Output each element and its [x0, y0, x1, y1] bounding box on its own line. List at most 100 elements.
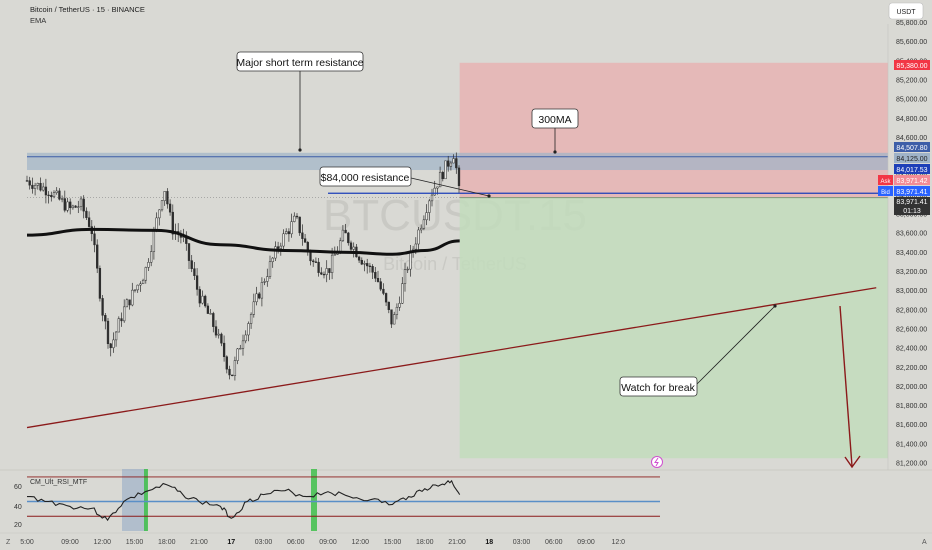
timezone-icon[interactable]: Z	[6, 539, 11, 546]
candle	[160, 200, 164, 212]
time-axis[interactable]: 5:00 09:00 12:00 15:00 18:00 21:00 17 03:00 06:0…	[20, 539, 625, 546]
candle	[44, 178, 48, 204]
candle	[312, 258, 315, 267]
candle	[347, 231, 350, 246]
rsi-indicator-name[interactable]: CM_Ult_RSI_MTF	[30, 479, 87, 486]
indicator-ema-label[interactable]: EMA	[30, 16, 46, 25]
price-tick-label: 83,000.00	[896, 288, 927, 295]
symbol-title[interactable]: Bitcoin / TetherUS · 15 · BINANCE	[30, 5, 145, 14]
time-tick-label: 12:00	[351, 539, 369, 546]
candle	[39, 177, 42, 192]
rsi-pane[interactable]: CM_Ult_RSI_MTF 60 40 20	[14, 469, 660, 531]
candle	[69, 198, 72, 215]
candle	[28, 176, 31, 190]
last-price-tag	[894, 197, 930, 215]
resistance-zone[interactable]	[27, 152, 888, 171]
candle	[422, 215, 426, 231]
candle	[198, 286, 201, 308]
candle	[295, 213, 299, 220]
candle	[420, 224, 423, 234]
time-tick-label: 03:00	[513, 539, 531, 546]
stop-loss-zone[interactable]	[459, 62, 888, 198]
candle	[209, 308, 212, 315]
candle	[425, 204, 428, 226]
price-tick-label: 85,200.00	[896, 78, 927, 85]
candle	[285, 228, 288, 235]
candle	[282, 229, 285, 251]
candle	[85, 207, 88, 221]
candle	[112, 332, 115, 353]
annotation-84000[interactable]: $84,000 resistance	[319, 166, 412, 187]
candle	[150, 245, 153, 267]
candle	[328, 268, 331, 280]
break-arrow	[839, 305, 853, 467]
time-tick-label: 18	[485, 539, 493, 546]
level-label-leader	[410, 177, 490, 197]
break-arrow-head	[844, 455, 861, 469]
time-tick-label: 15:00	[384, 539, 402, 546]
ma300-line	[26, 227, 460, 256]
auto-scale-icon[interactable]: A	[922, 539, 927, 546]
candle	[395, 303, 399, 320]
candle	[371, 264, 374, 280]
candle	[290, 213, 293, 238]
candle	[206, 303, 210, 314]
alert-icon[interactable]	[651, 456, 663, 468]
candle	[187, 242, 191, 270]
candle	[133, 289, 137, 293]
candle	[228, 365, 231, 380]
candle	[287, 228, 291, 242]
candle	[403, 262, 407, 292]
ask-tag-label: Ask	[880, 179, 891, 185]
candle	[244, 330, 247, 344]
candle	[401, 277, 404, 304]
price-tick-label: 82,000.00	[896, 384, 927, 391]
annotation-ma[interactable]: 300MA	[531, 108, 579, 129]
price-tick-label: 82,800.00	[896, 307, 927, 314]
candle	[428, 198, 431, 221]
currency-button[interactable]: USDT	[888, 2, 924, 20]
annotation-resistance[interactable]: Major short term resistance	[236, 51, 364, 72]
candle	[217, 328, 220, 339]
time-tick-label: 15:00	[126, 539, 144, 546]
candle	[268, 255, 272, 280]
candle	[225, 355, 228, 374]
time-tick-label: 18:00	[416, 539, 434, 546]
candle	[444, 160, 447, 180]
rising-trendline[interactable]	[26, 287, 877, 429]
candle	[166, 188, 169, 209]
candle	[438, 166, 442, 188]
target-zone[interactable]	[459, 197, 888, 459]
resistance-top-price-tag	[894, 142, 930, 152]
candle	[193, 261, 196, 281]
countdown-text: 01:13	[903, 208, 921, 215]
time-tick-label: 21:00	[190, 539, 208, 546]
candle	[125, 298, 129, 308]
candle	[249, 312, 253, 329]
annotation-break[interactable]: Watch for break	[619, 376, 698, 397]
candle	[109, 342, 112, 357]
price-tick-label: 83,200.00	[896, 269, 927, 276]
candle	[214, 320, 218, 338]
candle	[325, 260, 328, 283]
bid-price-tag	[894, 186, 930, 196]
time-tick-label: 12:00	[93, 539, 111, 546]
level-84000-price-tag-text: 84,017.53	[896, 167, 927, 174]
candle	[382, 283, 385, 296]
candle	[147, 258, 150, 271]
rsi-tick-40: 40	[14, 504, 22, 511]
candle	[120, 312, 123, 327]
candle	[60, 195, 64, 203]
annotation-resistance-text: Major short term resistance	[236, 57, 363, 69]
candle	[171, 204, 174, 240]
candle	[33, 182, 37, 196]
candle	[222, 335, 226, 362]
time-tick-label: 06:00	[287, 539, 305, 546]
annotation-ma-text: 300MA	[538, 114, 571, 126]
candle	[298, 216, 301, 236]
candle	[212, 311, 215, 333]
price-tick-label: 81,600.00	[896, 422, 927, 429]
candle	[87, 211, 91, 228]
candle	[252, 293, 255, 318]
